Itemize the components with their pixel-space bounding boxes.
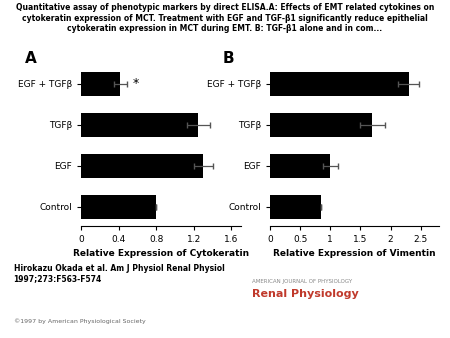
Text: A: A [25, 51, 36, 66]
X-axis label: Relative Expression of Vimentin: Relative Expression of Vimentin [273, 249, 436, 258]
Bar [270, 113, 373, 137]
Bar [81, 72, 121, 96]
Bar [270, 72, 409, 96]
Bar [81, 113, 198, 137]
Text: Quantitative assay of phenotypic markers by direct ELISA.A: Effects of EMT relat: Quantitative assay of phenotypic markers… [16, 3, 434, 33]
Text: B: B [223, 51, 234, 66]
X-axis label: Relative Expression of Cytokeratin: Relative Expression of Cytokeratin [73, 249, 249, 258]
Bar [270, 153, 330, 178]
Bar [81, 194, 156, 219]
Text: *: * [133, 77, 139, 90]
Bar [81, 153, 203, 178]
Text: AMERICAN JOURNAL OF PHYSIOLOGY: AMERICAN JOURNAL OF PHYSIOLOGY [252, 279, 352, 284]
Text: Hirokazu Okada et al. Am J Physiol Renal Physiol
1997;273:F563-F574: Hirokazu Okada et al. Am J Physiol Renal… [14, 264, 224, 283]
Text: ©1997 by American Physiological Society: ©1997 by American Physiological Society [14, 319, 145, 324]
Bar [270, 194, 321, 219]
Text: Renal Physiology: Renal Physiology [252, 289, 359, 299]
